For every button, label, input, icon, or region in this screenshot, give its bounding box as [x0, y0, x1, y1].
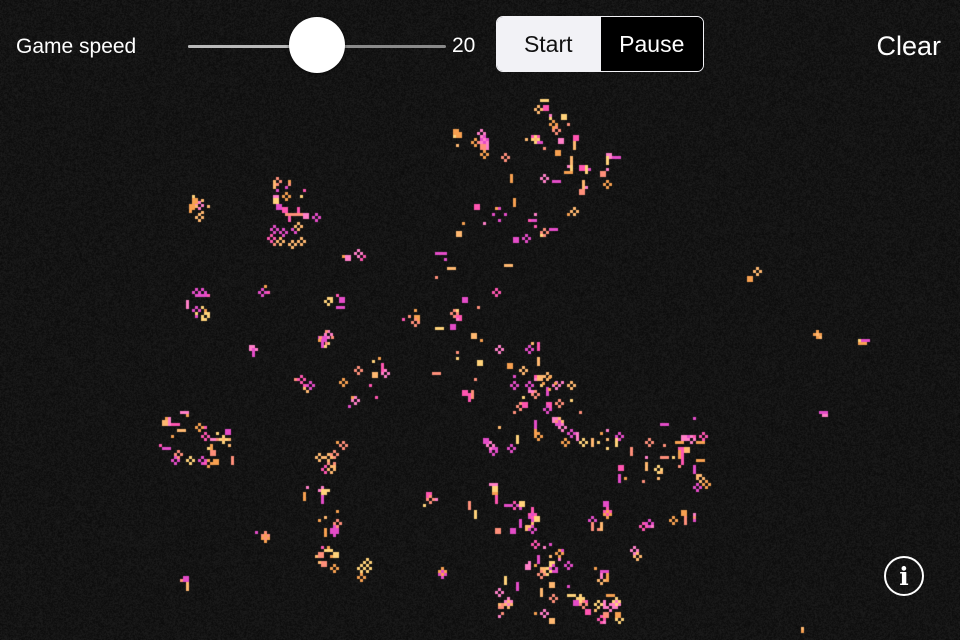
start-pause-control: Start Pause — [496, 16, 704, 72]
game-speed-value: 20 — [452, 34, 476, 57]
clear-button[interactable]: Clear — [876, 31, 941, 61]
info-icon: i — [899, 562, 909, 591]
pause-button[interactable]: Pause — [599, 17, 703, 71]
toolbar: Game speed 20 Start Pause Clear — [0, 0, 960, 92]
game-speed-label: Game speed — [16, 35, 137, 58]
info-button[interactable]: i — [884, 556, 924, 596]
game-speed-slider-fill — [188, 45, 317, 48]
game-speed-slider-thumb[interactable] — [289, 17, 345, 73]
start-button[interactable]: Start — [497, 17, 600, 71]
